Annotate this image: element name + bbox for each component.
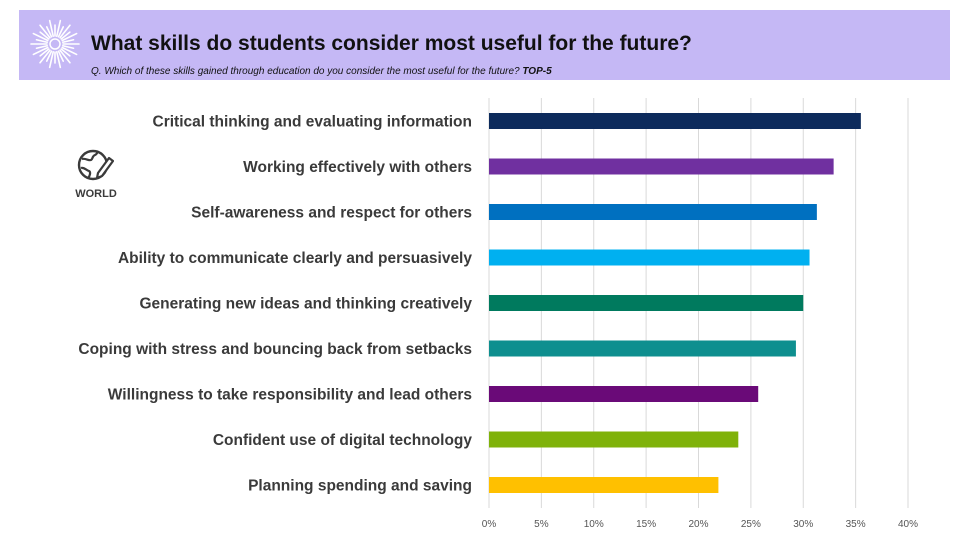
x-tick-label: 35% bbox=[846, 519, 866, 530]
bar bbox=[489, 204, 817, 220]
bar bbox=[489, 113, 861, 129]
category-label: Generating new ideas and thinking creati… bbox=[140, 296, 473, 313]
x-tick-label: 25% bbox=[741, 519, 761, 530]
x-tick-label: 40% bbox=[898, 519, 918, 530]
category-label: Ability to communicate clearly and persu… bbox=[118, 250, 472, 267]
bar bbox=[489, 431, 739, 448]
globe-pencil-icon bbox=[77, 149, 114, 181]
x-axis-ticks: 0% 5% 10% 15% 20% 25% 30% 35% 40% bbox=[482, 519, 918, 530]
x-tick-label: 10% bbox=[584, 519, 604, 530]
category-label: Critical thinking and evaluating informa… bbox=[153, 114, 473, 131]
sunburst-logo-icon bbox=[30, 19, 80, 69]
page-subtitle: Q. Which of these skills gained through … bbox=[91, 66, 552, 77]
category-label: Working effectively with others bbox=[243, 159, 472, 176]
x-tick-label: 5% bbox=[534, 519, 549, 530]
category-label: Self-awareness and respect for others bbox=[191, 205, 472, 222]
category-label: Coping with stress and bouncing back fro… bbox=[78, 341, 472, 358]
bars bbox=[489, 113, 861, 493]
bar bbox=[489, 477, 719, 493]
bar bbox=[489, 295, 804, 311]
x-tick-label: 20% bbox=[688, 519, 708, 530]
bar bbox=[489, 249, 810, 266]
x-tick-label: 0% bbox=[482, 519, 497, 530]
category-label: Planning spending and saving bbox=[248, 478, 472, 495]
subtitle-tag: TOP-5 bbox=[522, 66, 552, 77]
world-badge: WORLD bbox=[60, 142, 132, 206]
world-label: WORLD bbox=[75, 188, 117, 200]
page-title: What skills do students consider most us… bbox=[91, 32, 692, 55]
subtitle-question: Q. Which of these skills gained through … bbox=[91, 66, 520, 77]
category-label: Willingness to take responsibility and l… bbox=[108, 387, 472, 404]
category-label: Confident use of digital technology bbox=[213, 432, 473, 449]
bar bbox=[489, 158, 834, 175]
x-tick-label: 15% bbox=[636, 519, 656, 530]
x-tick-label: 30% bbox=[793, 519, 813, 530]
bar bbox=[489, 340, 796, 357]
bar bbox=[489, 386, 759, 402]
category-labels: Critical thinking and evaluating informa… bbox=[78, 114, 472, 495]
header-banner: What skills do students consider most us… bbox=[19, 10, 950, 80]
